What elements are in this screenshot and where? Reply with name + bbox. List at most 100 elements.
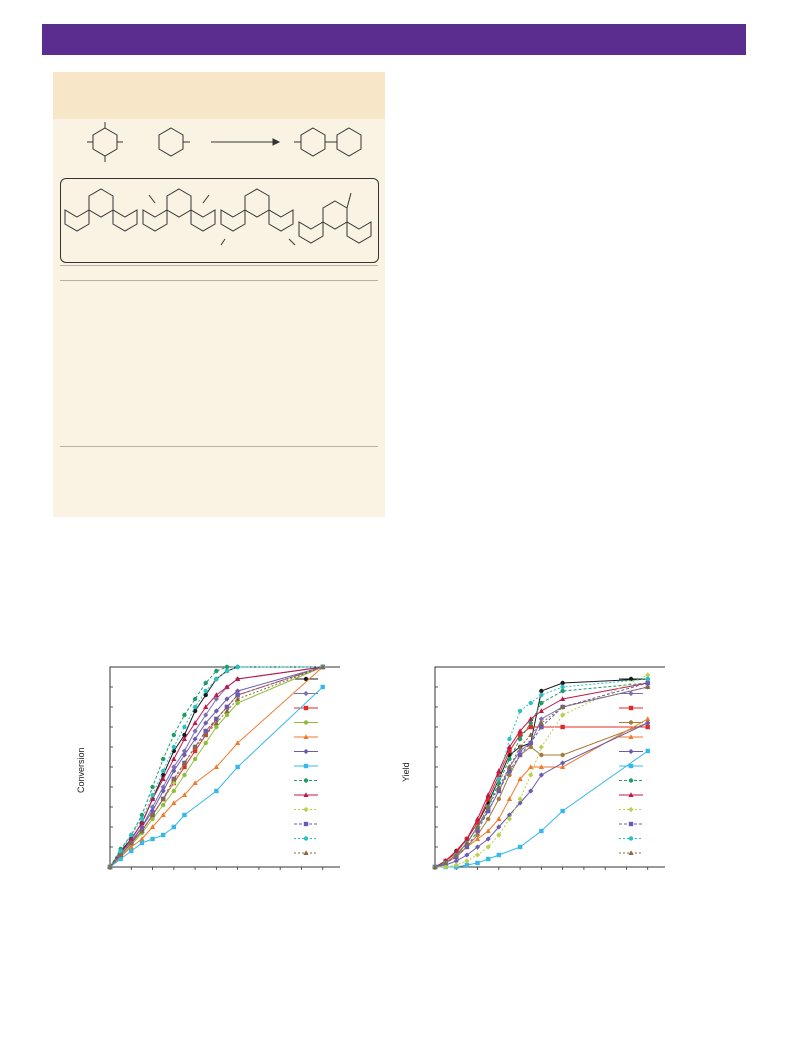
data-point-13 [506,764,513,769]
data-point-7 [320,684,325,690]
data-point-7 [517,844,523,850]
data-point-12 [224,668,230,674]
data-point-6 [181,752,188,758]
data-point-4 [182,772,187,778]
data-point-13 [453,852,459,857]
data-point-4 [235,700,240,706]
data-point-2 [538,716,544,722]
data-point-12 [192,704,198,710]
data-point-11 [214,716,219,722]
yield-chart [395,660,665,885]
table-rule-bottom [60,446,378,447]
data-point-10 [485,844,491,850]
data-point-7 [150,836,155,842]
header-banner [42,24,746,55]
legend-marker-5 [628,734,634,739]
data-point-11 [464,844,470,850]
data-point-9 [560,696,566,701]
data-point-5 [645,716,651,721]
data-point-6 [235,688,241,694]
data-point-5 [496,816,502,821]
data-point-13 [645,684,651,689]
data-point-12 [539,692,544,698]
data-point-13 [320,664,326,669]
data-point-12 [150,792,155,798]
data-point-13 [235,696,241,701]
data-point-7 [464,862,470,868]
data-point-10 [528,772,534,778]
data-point-13 [528,732,534,737]
data-point-12 [235,664,240,670]
conversion-axis-label: Conversion [76,747,86,793]
data-point-1 [192,708,198,714]
data-point-6 [192,736,198,742]
table-rule-top [60,265,378,266]
data-point-9 [192,720,198,725]
legend-marker-3 [628,705,634,711]
data-point-7 [160,832,166,838]
data-point-6 [538,772,544,778]
data-point-4 [539,752,544,758]
aryl-ring-1 [92,127,118,157]
data-point-10 [496,832,502,838]
ligand-1 [64,188,138,232]
data-point-11 [496,788,502,794]
data-point-3 [182,764,187,770]
data-point-7 [645,748,650,754]
data-point-9 [139,820,145,825]
data-point-4 [150,816,155,822]
data-point-7 [118,856,123,862]
data-point-8 [517,736,523,742]
data-point-5 [181,792,188,797]
reaction-info-panel [53,72,385,517]
data-point-13 [432,864,438,869]
data-point-13 [160,796,166,801]
data-point-13 [192,744,198,749]
data-point-6 [171,768,177,774]
data-point-12 [160,768,166,774]
legend-marker-2 [628,690,634,697]
data-point-12 [214,676,219,682]
data-point-12 [129,832,134,838]
data-point-7 [235,764,240,770]
data-point-10 [506,816,513,822]
data-point-6 [224,696,230,702]
data-point-6 [474,844,481,850]
data-point-12 [203,688,208,694]
data-point-9 [213,692,219,697]
data-point-8 [560,688,565,694]
legend-marker-4 [628,720,634,725]
data-point-13 [496,784,502,789]
ligand-2 [142,188,216,232]
data-point-11 [645,680,650,686]
data-point-2 [203,712,209,718]
data-point-8 [203,680,208,686]
legend-marker-10 [303,806,309,813]
data-point-9 [485,792,491,797]
data-point-4 [560,752,565,758]
data-point-9 [453,848,459,853]
data-point-3 [517,732,523,738]
data-point-13 [118,852,124,857]
legend-marker-1 [628,676,634,682]
data-point-6 [560,760,566,766]
legend-marker-13 [303,850,309,855]
data-point-4 [475,832,480,838]
data-point-7 [214,788,219,794]
table-rule-header [60,280,378,281]
data-point-8 [528,720,533,726]
data-point-8 [507,756,512,762]
data-point-6 [213,708,219,714]
data-point-5 [528,764,534,769]
data-point-5 [213,764,219,769]
data-point-9 [160,776,166,781]
data-point-11 [517,752,523,758]
data-point-5 [171,800,177,805]
data-point-13 [203,732,209,737]
data-point-13 [443,860,449,865]
data-point-7 [485,856,491,862]
data-point-10 [474,852,481,858]
data-point-4 [485,816,491,822]
data-point-9 [528,716,534,721]
data-point-9 [474,816,481,821]
